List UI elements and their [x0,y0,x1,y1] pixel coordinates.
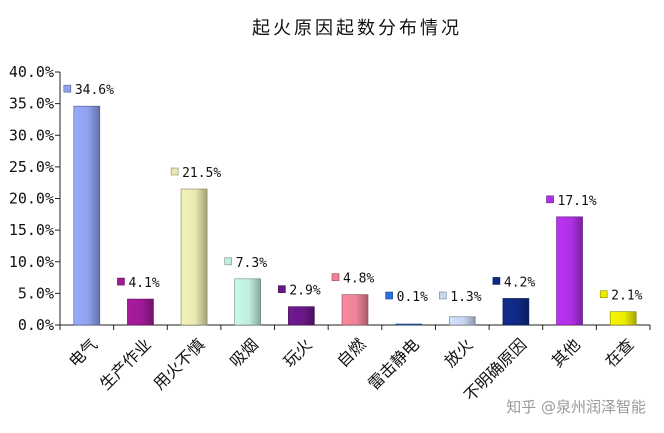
data-labels: 34.6% 4.1% 21.5% 7.3% 2.9% 4.8% 0.1% 1.3% 4.2% 17… [75,83,643,305]
label-marker [278,285,286,293]
bar-在查 [609,311,637,326]
category-label: 其他 [548,335,584,371]
y-tick-label: 40.0% [9,63,54,81]
data-label: 17.1% [558,194,597,209]
bar-放火 [448,316,476,326]
category-label: 用火不慎 [150,335,209,394]
label-marker [438,291,447,300]
label-marker [599,290,608,299]
bar-雷击静电 [395,323,422,326]
y-tick-label: 15.0% [9,221,54,239]
bar-生产作业 [127,298,154,326]
category-label: 玩火 [280,335,316,371]
bar-不明确原因 [502,298,530,326]
label-marker [385,291,393,300]
label-marker [63,84,72,93]
category-label: 雷击静电 [364,335,423,394]
bar-吸烟 [234,278,262,326]
bar-自燃 [341,294,369,326]
y-tick-label: 0.0% [18,316,54,334]
category-label: 生产作业 [96,335,155,394]
y-tick-label: 35.0% [9,95,54,113]
data-label: 2.1% [611,289,642,304]
label-markers [63,84,608,300]
chart-title: 起火原因起数分布情况 [252,18,462,39]
data-label: 7.3% [236,256,267,271]
category-label: 自燃 [333,335,369,371]
category-label: 电气 [65,335,101,371]
data-label: 34.6% [75,83,114,98]
label-marker [546,195,554,204]
bar-其他 [556,216,583,326]
y-tick-label: 5.0% [18,284,54,302]
bars [73,105,637,326]
data-label: 1.3% [450,290,481,305]
data-label: 4.2% [504,275,535,290]
axes: 0.0% 5.0% 10.0% 15.0% 20.0% 25.0% 30.0% 35.0% 40… [9,63,651,334]
label-marker [170,167,179,176]
label-marker [117,277,125,286]
data-label: 0.1% [397,290,428,305]
label-marker [224,257,233,266]
data-label: 4.1% [128,276,159,291]
category-label: 在查 [601,335,637,371]
data-label: 2.9% [289,284,320,299]
bar-电气 [73,105,101,326]
bar-用火不慎 [180,188,208,326]
data-label: 4.8% [343,272,374,287]
y-tick-label: 10.0% [9,253,54,271]
label-marker [331,273,340,281]
label-marker [492,277,501,285]
watermark: 知乎 @泉州润泽智能 [506,398,646,416]
category-label: 吸烟 [226,335,262,371]
y-tick-label: 25.0% [9,158,54,176]
category-label: 放火 [441,335,477,371]
y-tick-label: 20.0% [9,190,54,208]
y-tick-label: 30.0% [9,126,54,144]
data-label: 21.5% [182,166,221,181]
bar-玩火 [288,306,315,326]
